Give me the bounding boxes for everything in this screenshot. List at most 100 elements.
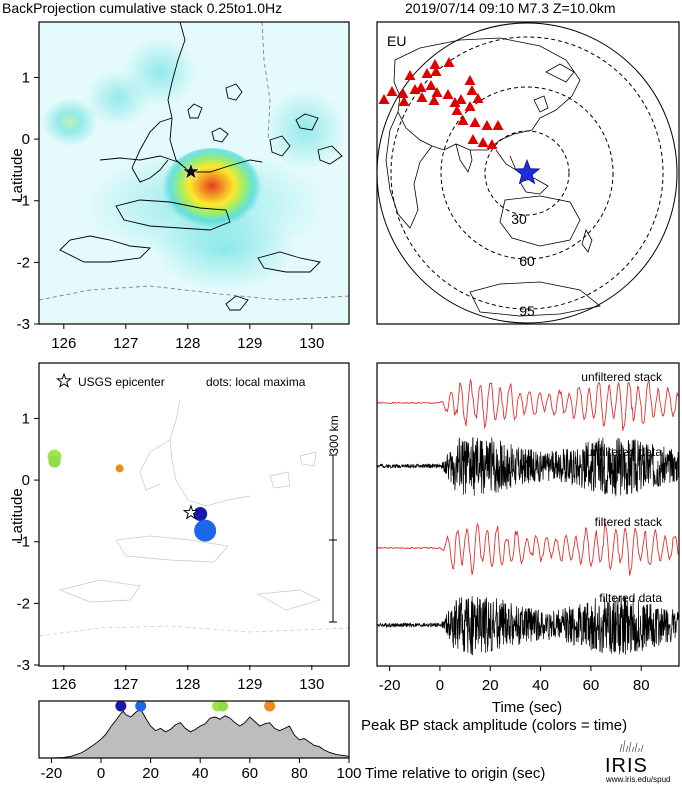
trace-filtered-stack <box>377 521 679 576</box>
heat-blob-north <box>124 38 196 106</box>
legend-dots-label: dots: local maxima <box>206 375 306 389</box>
heatmap-ytick-label: -3 <box>17 316 30 333</box>
station-triangle <box>429 59 441 69</box>
peak-amplitude-annotation: Peak BP stack amplitude (colors = time) <box>361 717 627 734</box>
trace-label: filtered data <box>599 591 662 605</box>
distance-ring-95 <box>390 36 664 310</box>
network-label: EU <box>387 33 406 49</box>
local-maxima-ylabel: Latitude <box>9 488 26 541</box>
trace-label: unfiltered stack <box>581 370 663 384</box>
seismogram-xtick-label: 60 <box>583 677 600 694</box>
heatmap-title: BackProjection cumulative stack 0.25to1.… <box>2 0 282 16</box>
station-triangle <box>457 115 469 125</box>
station-triangle <box>472 93 484 103</box>
seismogram-traces <box>377 378 679 656</box>
station-triangle <box>378 94 390 104</box>
heat-blob-west <box>42 98 98 146</box>
station-triangle <box>415 82 427 92</box>
amplitude-peak-dot <box>135 700 147 712</box>
seismogram-frame <box>376 362 680 667</box>
trace-label: unfiltered data <box>586 445 662 459</box>
station-triangle <box>464 101 476 111</box>
seismogram-axis-ticks: unfiltered stack unfiltered data filtered … <box>379 370 663 694</box>
local-maxima-xtick-label: 129 <box>237 676 262 693</box>
heatmap-xtick-label: 126 <box>51 335 76 352</box>
faint-coastlines <box>38 399 350 637</box>
peak-amplitude-frame <box>38 700 350 759</box>
heat-blob-east <box>265 90 345 170</box>
globe-outline <box>377 22 678 324</box>
heatmap-ytick-label: 1 <box>22 69 30 86</box>
plate-boundary <box>261 22 271 141</box>
heatmap-axis-ticks: 126 127 128 129 130 1 0 -1 -2 -3 <box>17 69 325 352</box>
station-triangle <box>492 120 504 130</box>
peak-amplitude-axis-ticks: -20 0 20 40 60 80 100 <box>41 758 362 782</box>
event-title: 2019/07/14 09:10 M7.3 Z=10.0km <box>405 0 616 16</box>
local-maxima-xtick-label: 126 <box>51 676 76 693</box>
scale-bar: 300 km <box>327 415 341 623</box>
heatmap-panel: Latitude 126 127 128 129 130 1 0 -1 -2 -3 <box>9 21 350 352</box>
local-maxima-xtick-label: 128 <box>175 676 200 693</box>
heat-blob-south <box>155 210 295 290</box>
amplitude-xtick-label: 20 <box>142 765 159 782</box>
station-triangle <box>466 85 478 95</box>
station-triangle <box>397 88 409 98</box>
trace-unfiltered-stack <box>377 378 679 432</box>
peak-amplitude-panel: -20 0 20 40 60 80 100 Peak BP stack amplitude … <box>38 700 627 782</box>
local-maxima-ytick-label: -3 <box>17 657 30 674</box>
local-maximum-dot <box>194 519 217 542</box>
trace-unfiltered-data <box>377 437 679 497</box>
amplitude-peak-dot <box>115 700 127 712</box>
epicenter-star-map <box>513 158 541 185</box>
station-triangle <box>455 94 467 104</box>
station-triangle <box>451 105 463 115</box>
heatmap-xtick-label: 127 <box>113 335 138 352</box>
station-triangle <box>416 92 428 102</box>
amplitude-peak-dot <box>264 700 276 712</box>
station-triangle <box>467 134 479 144</box>
local-maximum-dot <box>115 464 124 473</box>
seismogram-xtick-label: 80 <box>633 677 650 694</box>
heatmap-xtick-label: 128 <box>175 335 200 352</box>
plate-boundary-south <box>39 285 349 301</box>
station-map-panel: EU 30 60 95 <box>376 21 680 325</box>
ring-label-60: 60 <box>519 253 535 269</box>
station-triangle <box>449 97 461 107</box>
local-maxima-ytick-label: 1 <box>22 410 30 427</box>
local-maxima-ytick-label: 0 <box>22 472 30 489</box>
amplitude-area <box>39 708 349 758</box>
seismogram-xtick-label: 20 <box>482 677 499 694</box>
heatmap-ylabel: Latitude <box>9 148 26 201</box>
amplitude-xtick-label: 100 <box>336 765 361 782</box>
iris-logo-wordmark: IRIS <box>605 755 648 777</box>
amplitude-peak-dot <box>217 700 229 712</box>
local-maximum-dot <box>48 455 61 468</box>
seismogram-xtick-label: -20 <box>379 677 401 694</box>
epicenter-star-maxima <box>182 504 200 520</box>
heatmap-ytick-label: -1 <box>17 193 30 210</box>
amplitude-xtick-label: 80 <box>291 765 308 782</box>
iris-logo-url: www.iris.edu/spud <box>605 775 670 784</box>
ring-label-95: 95 <box>519 303 535 319</box>
local-maxima-frame <box>38 362 350 667</box>
continents <box>385 37 601 317</box>
local-maxima-axis-ticks: 126 127 128 129 130 1 0 -1 -2 -3 <box>17 410 325 693</box>
seismogram-xtick-label: 0 <box>436 677 444 694</box>
heatmap-xtick-label: 130 <box>299 335 324 352</box>
station-triangle <box>442 89 454 99</box>
amplitude-xtick-label: -20 <box>41 765 63 782</box>
ring-label-30: 30 <box>511 211 527 227</box>
station-triangle <box>425 80 437 90</box>
epicenter-star-heatmap <box>181 161 201 180</box>
trace-filtered-data <box>377 595 679 656</box>
distance-ring-60 <box>440 86 614 260</box>
seismogram-panel: unfiltered stack unfiltered data filtered … <box>376 362 680 716</box>
station-triangle <box>428 95 440 105</box>
station-triangle <box>477 137 489 147</box>
heatmap-frame <box>38 21 350 325</box>
local-maxima-xtick-label: 127 <box>113 676 138 693</box>
station-triangle <box>486 139 498 149</box>
amplitude-peak-dots <box>115 700 276 712</box>
station-triangle <box>443 57 455 67</box>
